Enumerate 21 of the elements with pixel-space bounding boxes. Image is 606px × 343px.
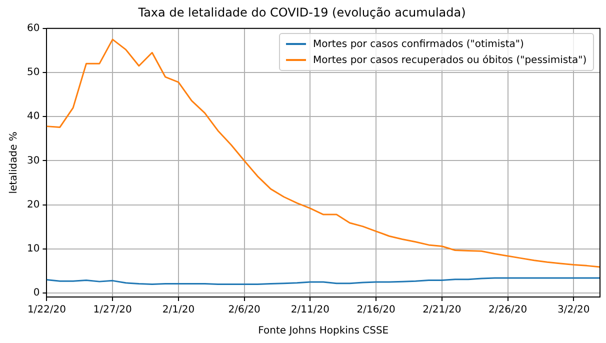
x-tick-label: 1/22/20 [27,304,66,316]
x-tick-label: 2/1/20 [162,304,195,316]
x-tick-label: 2/6/20 [228,304,260,316]
y-tick-label: 20 [26,199,40,210]
y-tick-label: 40 [26,111,40,122]
x-tick-label: 2/26/20 [488,304,528,316]
chart-title: Taxa de letalidade do COVID-19 (evolução acumulada) [137,5,466,20]
legend-label: Mortes por casos confirmados ("otimista") [313,38,524,50]
x-tick-label: 1/27/20 [93,304,132,316]
legend-label: Mortes por casos recuperados ou óbitos ("pessimista") [313,54,587,66]
x-tick-label: 2/11/20 [290,304,330,316]
y-tick-label: 50 [26,67,40,78]
source-note: Fonte Johns Hopkins CSSE [258,326,389,337]
x-tick-label: 2/16/20 [356,304,396,316]
y-tick-label: 0 [33,288,40,299]
y-axis-title: letalidade % [8,132,20,194]
x-tick-label: 2/21/20 [422,304,462,316]
y-tick-label: 10 [26,244,40,255]
y-tick-label: 60 [26,22,40,34]
y-tick-label: 30 [26,155,40,166]
x-tick-label: 3/2/20 [558,304,590,316]
